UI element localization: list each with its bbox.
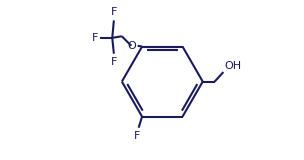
Text: F: F (134, 131, 140, 141)
Text: OH: OH (224, 61, 241, 71)
Text: O: O (127, 41, 136, 51)
Text: F: F (111, 7, 117, 17)
Text: F: F (92, 33, 98, 43)
Text: F: F (111, 57, 117, 67)
